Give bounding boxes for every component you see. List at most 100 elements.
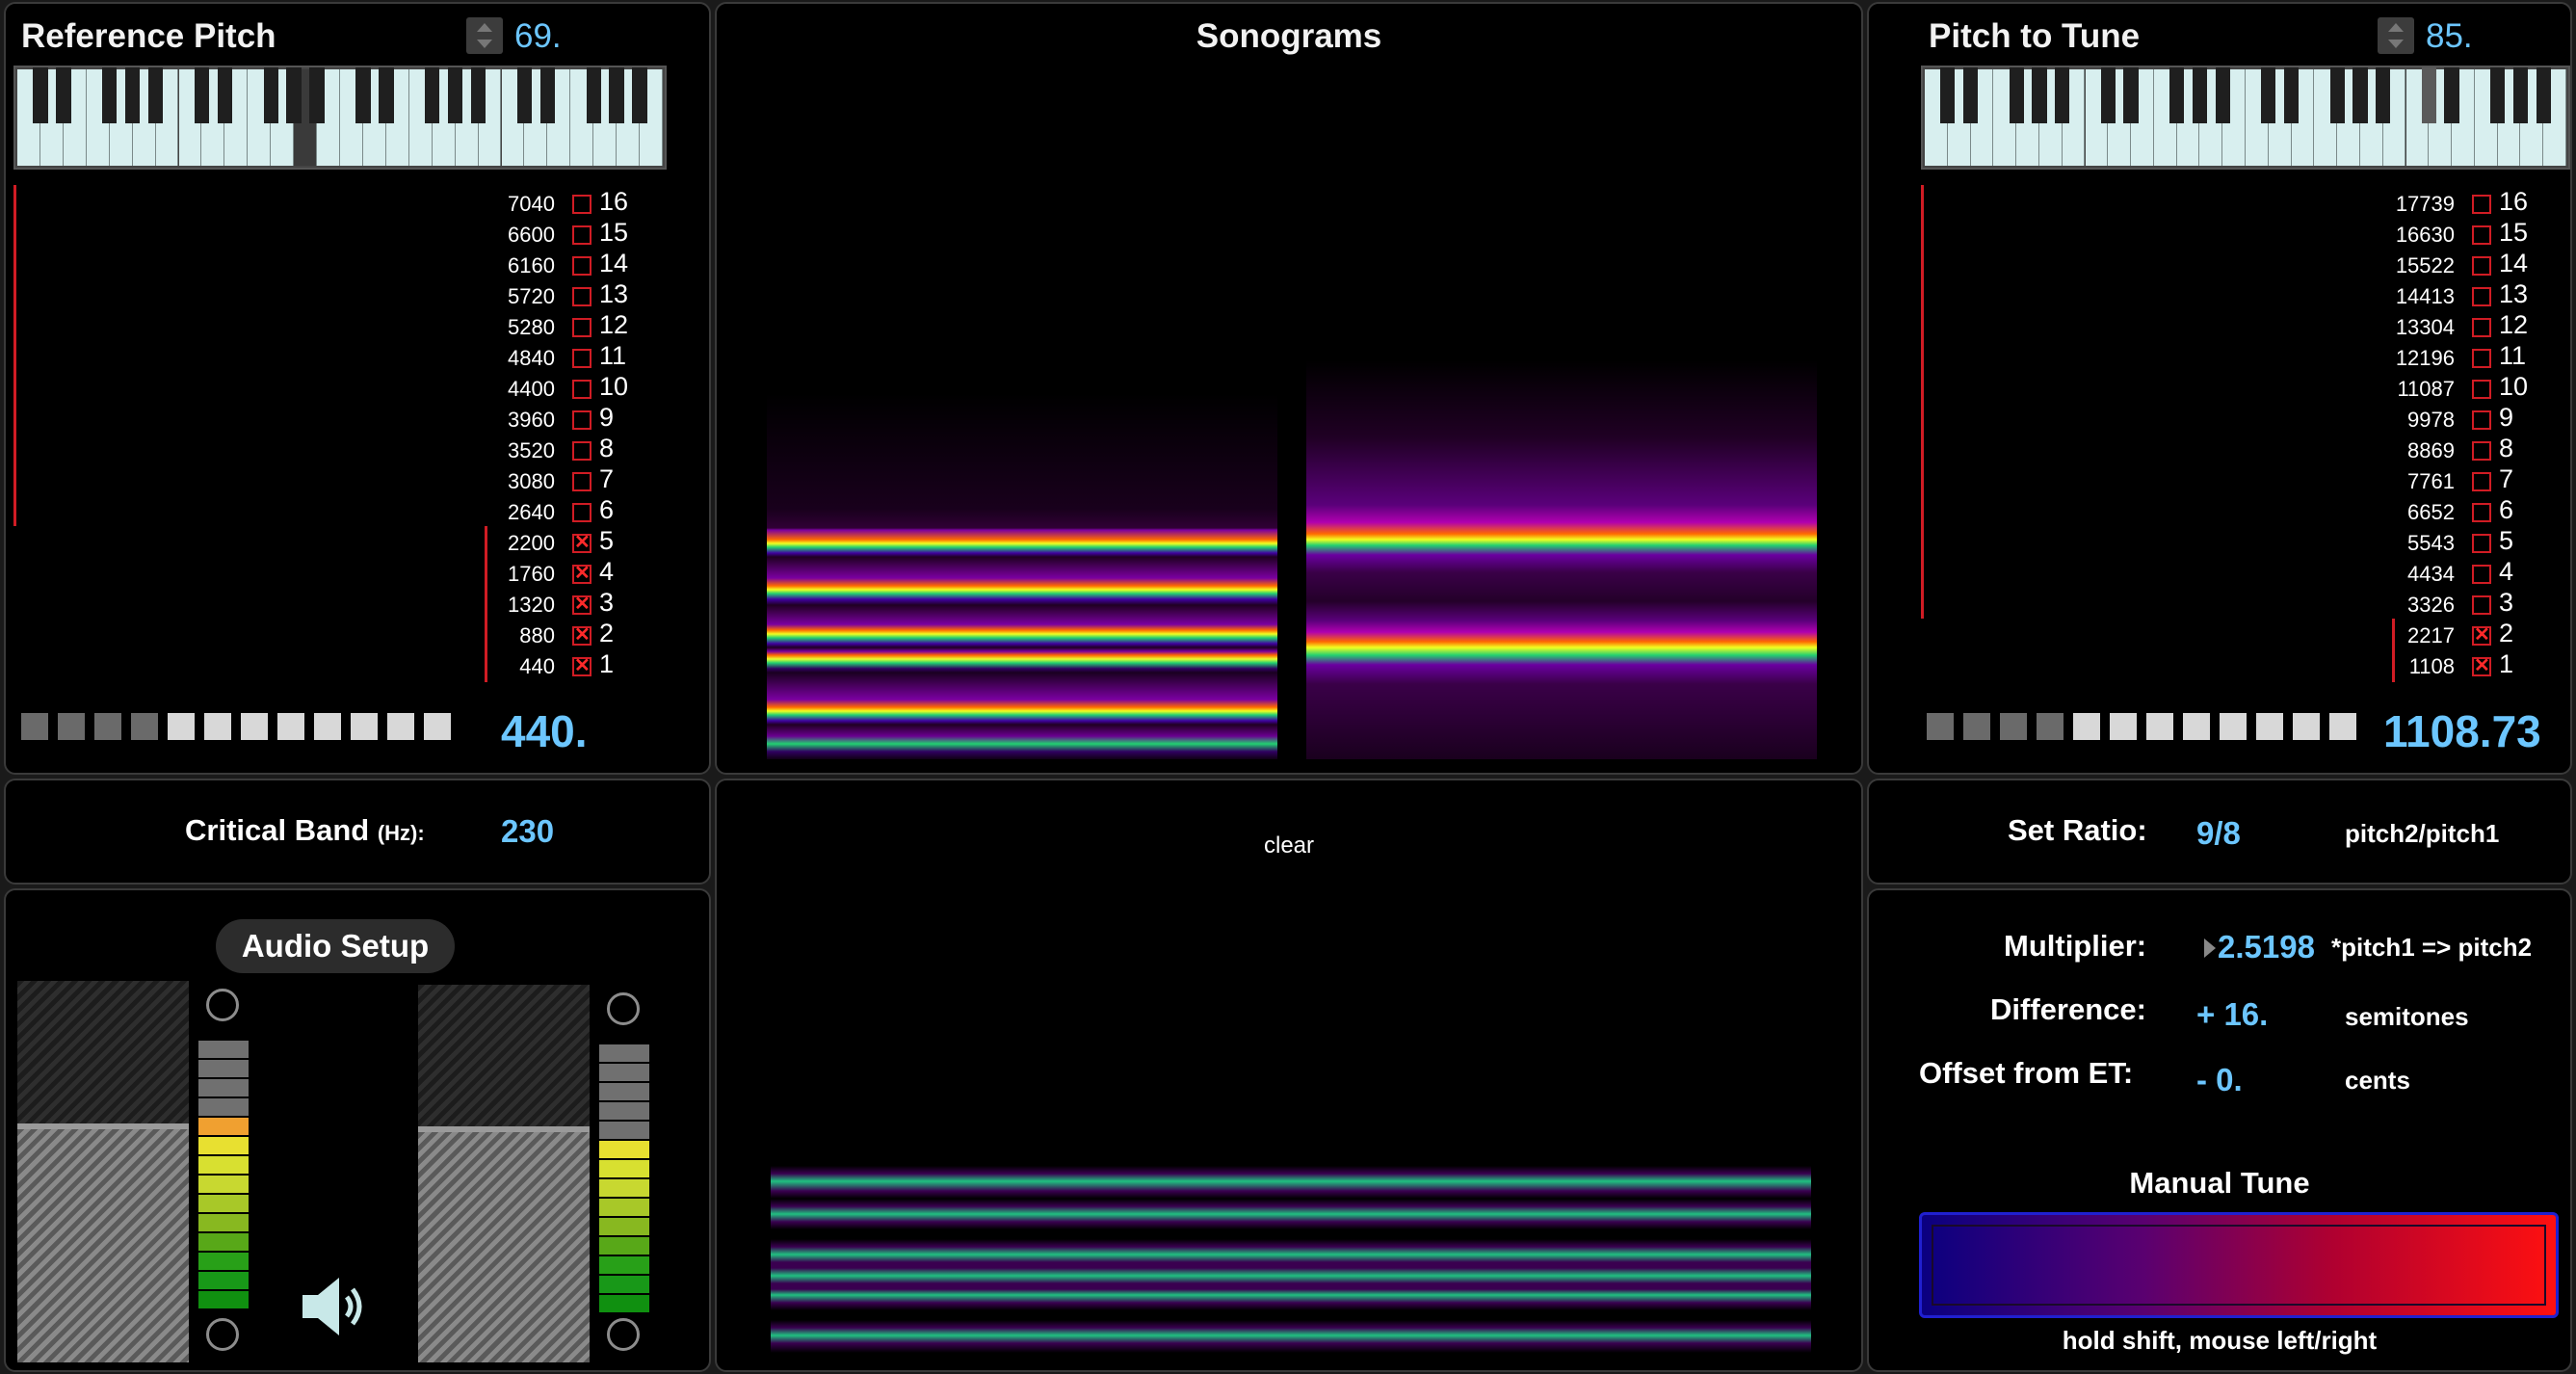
harmonic-checkbox[interactable]: ✕	[572, 563, 591, 584]
harmonic-frequency: 5543	[2407, 531, 2455, 555]
harmonic-checkbox[interactable]	[572, 195, 591, 214]
harmonic-checkbox[interactable]	[572, 349, 591, 368]
black-key[interactable]	[425, 67, 440, 123]
harmonic-checkbox[interactable]	[572, 441, 591, 461]
harmonic-checkbox[interactable]	[572, 287, 591, 306]
critical-band-value[interactable]: 230	[501, 813, 555, 849]
black-key[interactable]	[194, 67, 210, 123]
harmonic-checkbox[interactable]	[572, 256, 591, 276]
harmonic-checkbox[interactable]: ✕	[572, 655, 591, 676]
harmonic-checkbox[interactable]	[572, 410, 591, 430]
black-key[interactable]	[217, 67, 232, 123]
harmonic-checkbox[interactable]	[2472, 534, 2491, 553]
black-key[interactable]	[102, 67, 118, 123]
black-key[interactable]	[263, 67, 278, 123]
multiplier-value[interactable]: 2.5198	[2218, 929, 2315, 964]
set-ratio-value[interactable]: 9/8	[2196, 815, 2241, 851]
harmonic-checkbox[interactable]	[572, 472, 591, 491]
critical-band-text: Critical Band	[185, 813, 370, 847]
harmonic-checkbox[interactable]	[572, 225, 591, 245]
harmonic-checkbox[interactable]	[2472, 595, 2491, 615]
black-key[interactable]	[2512, 67, 2529, 123]
black-key[interactable]	[286, 67, 302, 123]
black-key[interactable]	[2283, 67, 2300, 123]
difference-value[interactable]: + 16.	[2196, 996, 2269, 1032]
harmonic-checkbox[interactable]	[2472, 225, 2491, 245]
black-key[interactable]	[2215, 67, 2230, 123]
black-key[interactable]	[516, 67, 533, 123]
black-key[interactable]	[124, 67, 141, 123]
left-mute-indicator[interactable]	[206, 1318, 239, 1351]
harmonic-checkbox[interactable]: ✕	[2472, 624, 2491, 646]
black-key[interactable]	[2009, 67, 2024, 123]
black-key[interactable]	[379, 67, 394, 123]
harmonic-frequency: 3960	[508, 408, 555, 432]
harmonic-checkbox[interactable]	[2472, 472, 2491, 491]
harmonic-number: 3	[599, 588, 615, 617]
black-key[interactable]	[447, 67, 463, 123]
black-key[interactable]	[2444, 67, 2459, 123]
black-key[interactable]	[609, 67, 624, 123]
harmonic-checkbox[interactable]: ✕	[572, 624, 591, 646]
harmonic-checkbox[interactable]	[2472, 195, 2491, 214]
black-key[interactable]	[2421, 67, 2436, 123]
black-key[interactable]	[2536, 67, 2551, 123]
black-key[interactable]	[2376, 67, 2391, 123]
left-volume-fader[interactable]	[17, 981, 189, 1362]
harmonic-checkbox[interactable]	[2472, 503, 2491, 522]
harmonic-checkbox[interactable]: ✕	[572, 594, 591, 615]
harmonic-checkbox[interactable]: ✕	[2472, 655, 2491, 676]
harmonic-frequency: 1760	[508, 562, 555, 586]
black-key[interactable]	[632, 67, 647, 123]
black-key[interactable]	[2032, 67, 2047, 123]
manual-tune-slider[interactable]	[1919, 1212, 2559, 1318]
harmonic-checkbox[interactable]	[572, 503, 591, 522]
black-key[interactable]	[56, 67, 71, 123]
harmonic-checkbox[interactable]	[2472, 380, 2491, 399]
harmonic-checkbox[interactable]	[572, 318, 591, 337]
level-square	[314, 713, 341, 740]
black-key[interactable]	[2353, 67, 2368, 123]
black-key[interactable]	[2055, 67, 2070, 123]
black-key[interactable]	[33, 67, 48, 123]
meter-segment	[198, 1233, 249, 1251]
harmonic-checkbox[interactable]	[2472, 441, 2491, 461]
reference-piano-keyboard[interactable]	[13, 66, 667, 170]
tune-midi-value[interactable]: 85.	[2426, 17, 2473, 55]
black-key[interactable]	[355, 67, 371, 123]
black-key[interactable]	[539, 67, 555, 123]
speaker-icon[interactable]	[297, 1268, 374, 1345]
black-key[interactable]	[2123, 67, 2139, 123]
harmonic-checkbox[interactable]	[2472, 565, 2491, 584]
harmonic-checkbox[interactable]	[572, 380, 591, 399]
right-mute-indicator[interactable]	[607, 1318, 640, 1351]
black-key[interactable]	[1962, 67, 1979, 123]
black-key[interactable]	[2192, 67, 2208, 123]
black-key[interactable]	[586, 67, 601, 123]
clear-button[interactable]: clear	[1263, 832, 1315, 859]
tune-piano-keyboard[interactable]	[1921, 66, 2570, 170]
black-key[interactable]	[147, 67, 164, 123]
harmonic-checkbox[interactable]	[2472, 256, 2491, 276]
right-volume-fader[interactable]	[418, 985, 590, 1362]
tune-pitch-spinner-icon[interactable]	[2378, 17, 2414, 54]
reference-midi-value[interactable]: 69.	[514, 17, 562, 55]
black-key[interactable]	[2261, 67, 2276, 123]
black-key[interactable]	[2100, 67, 2116, 123]
black-key[interactable]	[2329, 67, 2345, 123]
harmonic-checkbox[interactable]	[2472, 287, 2491, 306]
black-key[interactable]	[1940, 67, 1956, 123]
harmonic-checkbox[interactable]	[2472, 318, 2491, 337]
harmonic-checkbox[interactable]	[2472, 410, 2491, 430]
audio-setup-button[interactable]: Audio Setup	[216, 919, 455, 973]
multiplier-arrow-icon[interactable]	[2204, 938, 2216, 958]
harmonic-checkbox[interactable]	[2472, 349, 2491, 368]
black-key[interactable]	[2490, 67, 2506, 123]
reference-pitch-spinner-icon[interactable]	[466, 17, 503, 54]
harmonic-number: 10	[2499, 372, 2529, 401]
black-key[interactable]	[470, 67, 486, 123]
meter-segment	[198, 1079, 249, 1097]
harmonic-checkbox[interactable]: ✕	[572, 532, 591, 553]
black-key[interactable]	[309, 67, 325, 123]
black-key[interactable]	[2169, 67, 2185, 123]
